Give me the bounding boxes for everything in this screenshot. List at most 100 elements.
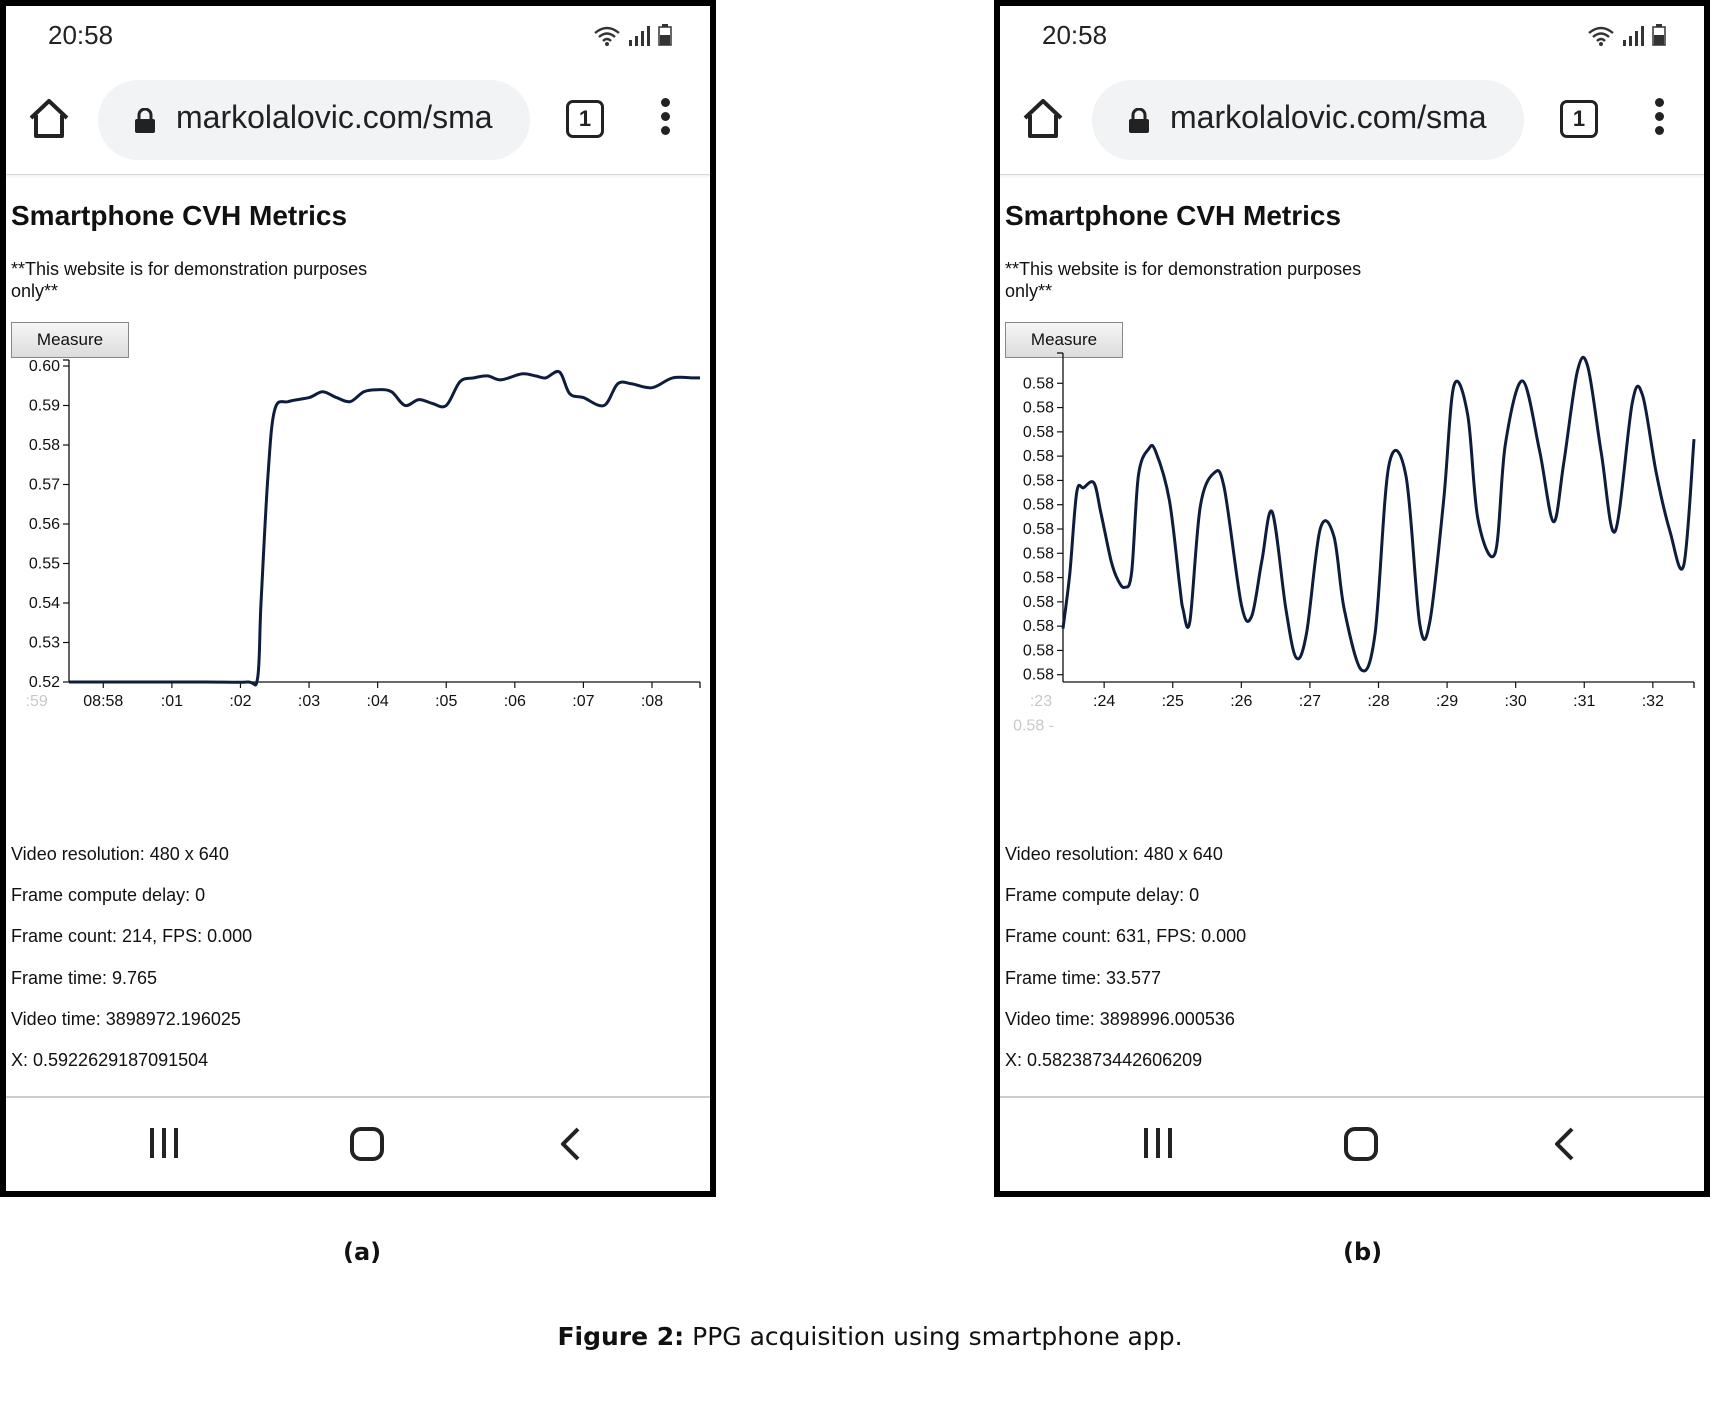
ppg-chart: 0.58 0.58 0.58 0.58 0.58 0.58 0.58 0.58 0.58 0.58… [1013,352,1696,735]
phone-screen-a: 20:58 [0,0,716,1197]
y-tick-label: 0.54 [29,595,60,612]
back-icon[interactable] [558,1126,584,1162]
y-tick-label: 0.55 [29,556,60,573]
battery-icon [1652,24,1666,46]
metric-x-value: X: 0.5922629187091504 [11,1049,209,1070]
y-tick-label: 0.52 [29,674,60,691]
page-title: Smartphone CVH Metrics [1005,200,1342,231]
y-tick-label: 0.58 [1023,570,1054,587]
metric-video-time: Video time: 3898972.196025 [11,1008,241,1029]
recent-apps-icon[interactable] [148,1126,180,1160]
phone-screen-b: 20:58 [994,0,1710,1197]
y-tick-label: 0.58 [1023,400,1054,417]
x-tick-label: :32 [1642,693,1664,710]
metric-frame-time: Frame time: 9.765 [11,967,158,988]
signal-icon [629,26,650,46]
status-icons [1588,24,1666,46]
y-tick-label: 0.58 [29,437,60,454]
x-tick-label: :01 [161,693,183,710]
tab-switcher-button[interactable]: 1 [1560,100,1598,138]
address-bar[interactable]: markolalovic.com/sma [1092,80,1524,160]
metric-video-resolution: Video resolution: 480 x 640 [11,844,229,864]
signal-icon [1623,26,1644,46]
metric-x-value: X: 0.5823873442606209 [1005,1049,1203,1070]
x-tick-label: :31 [1573,693,1595,710]
url-text: markolalovic.com/sma [176,99,493,135]
more-menu-icon[interactable] [1652,98,1666,142]
y-tick-label: 0.58 [1023,497,1054,514]
x-tick-label: :05 [435,693,457,710]
y-tick-label: 0.59 [29,398,60,415]
web-content: Smartphone CVH Metrics **This website is… [1000,176,1704,1106]
y-tick-label: 0.58 [1023,545,1054,562]
ppg-chart: 0.60 0.59 0.58 0.57 0.56 0.55 0.54 0.53 0.52 08:5… [26,358,701,710]
caption-label: Figure 2: [557,1322,685,1351]
y-tick-label: 0.58 [1023,472,1054,489]
y-tick-label: 0.58 [1023,642,1054,659]
disclaimer-text: **This website is for demonstration purp… [11,259,368,301]
x-tick-label-faded: :23 [1030,693,1052,710]
metric-video-resolution: Video resolution: 480 x 640 [1005,844,1223,864]
metrics-list: Video resolution: 480 x 640 Frame comput… [11,844,252,1091]
more-menu-icon[interactable] [658,98,672,142]
subfigure-label-b: (b) [1343,1238,1383,1266]
x-tick-label-faded: :59 [26,693,48,710]
y-tick-label: 0.53 [29,635,60,652]
disclaimer-text: **This website is for demonstration purp… [1005,259,1362,301]
y-tick-label: 0.58 [1023,375,1054,392]
x-tick-label: :25 [1162,693,1184,710]
y-tick-label: 0.58 [1023,521,1054,538]
tab-switcher-button[interactable]: 1 [566,100,604,138]
measure-button[interactable]: Measure [1005,322,1123,358]
lock-icon [1129,108,1149,133]
measure-button[interactable]: Measure [11,322,129,358]
y-tick-label: 0.57 [29,477,60,494]
x-tick-label: :28 [1367,693,1389,710]
android-nav-bar [1000,1096,1704,1191]
caption-text: PPG acquisition using smartphone app. [684,1322,1183,1351]
x-tick-label: :26 [1230,693,1252,710]
x-tick-label: :24 [1093,693,1115,710]
x-tick-label: :06 [504,693,526,710]
metric-frame-count: Frame count: 214, FPS: 0.000 [11,926,253,947]
status-clock: 20:58 [48,20,114,50]
recent-apps-icon[interactable] [1142,1126,1174,1160]
lock-icon [135,108,155,133]
y-tick-label: 0.60 [29,358,60,375]
y-tick-label-faded: 0.58 - [1013,718,1054,735]
home-icon[interactable] [1020,96,1066,142]
home-nav-icon[interactable] [1343,1126,1379,1162]
wifi-icon [594,26,620,46]
metric-frame-compute-delay: Frame compute delay: 0 [11,885,206,906]
status-bar: 20:58 [6,6,710,66]
status-icons [594,24,672,46]
address-bar[interactable]: markolalovic.com/sma [98,80,530,160]
x-tick-label: :04 [367,693,389,710]
back-icon[interactable] [1552,1126,1578,1162]
y-tick-label: 0.56 [29,516,60,533]
android-nav-bar [6,1096,710,1191]
x-tick-label: :30 [1505,693,1527,710]
status-bar: 20:58 [1000,6,1704,66]
home-icon[interactable] [26,96,72,142]
subfigure-label-a: (a) [343,1238,382,1266]
y-tick-label: 0.58 [1023,448,1054,465]
url-text: markolalovic.com/sma [1170,99,1487,135]
figure-caption: Figure 2: PPG acquisition using smartpho… [0,1322,1720,1351]
y-tick-label: 0.58 [1023,424,1054,441]
metric-frame-compute-delay: Frame compute delay: 0 [1005,885,1200,906]
page-title: Smartphone CVH Metrics [11,200,348,231]
y-tick-label: 0.58 [1023,594,1054,611]
signal-line [68,369,700,687]
x-tick-label: :27 [1299,693,1321,710]
metric-frame-count: Frame count: 631, FPS: 0.000 [1005,926,1247,947]
browser-toolbar: markolalovic.com/sma 1 [6,70,710,175]
status-clock: 20:58 [1042,20,1108,50]
y-tick-label: 0.58 [1023,618,1054,635]
x-tick-label: :02 [229,693,251,710]
browser-toolbar: markolalovic.com/sma 1 [1000,70,1704,175]
x-tick-label: :07 [572,693,594,710]
y-tick-label: 0.58 [1023,667,1054,684]
home-nav-icon[interactable] [349,1126,385,1162]
signal-line [1061,355,1696,673]
